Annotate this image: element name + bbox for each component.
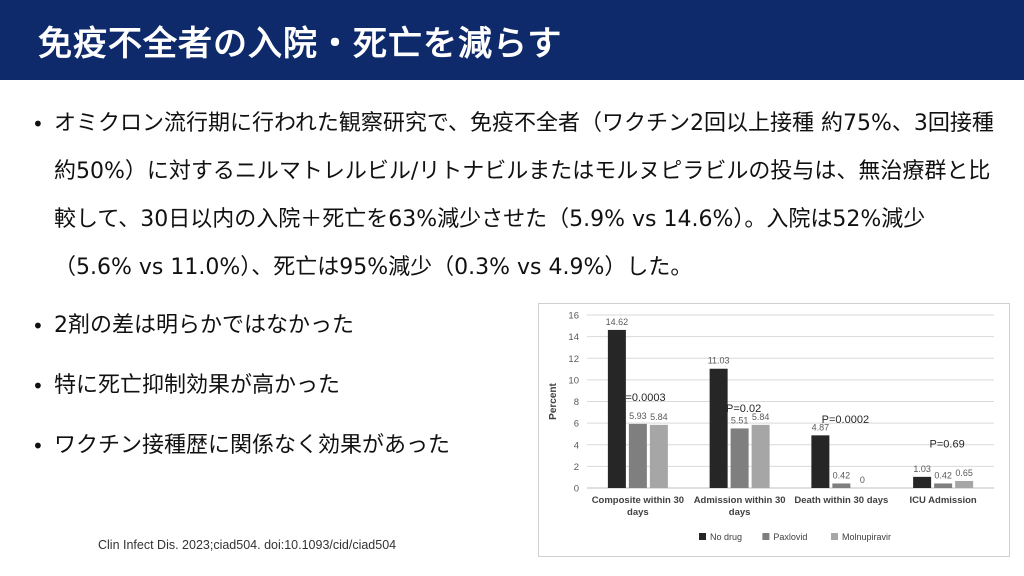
data-label: 4.87 — [812, 422, 830, 432]
slide-title: 免疫不全者の入院・死亡を減らす — [38, 24, 563, 64]
x-tick-label: days — [729, 507, 751, 518]
citation: Clin Infect Dis. 2023;ciad504. doi:10.10… — [98, 538, 397, 552]
bullet-item-1: オミクロン流行期に行われた観察研究で、免疫不全者（ワクチン2回以上接種 約75%… — [28, 100, 998, 292]
legend-label: No drug — [710, 532, 742, 542]
bullet-spacer — [28, 292, 998, 302]
y-tick-label: 8 — [574, 397, 579, 408]
legend-swatch — [762, 533, 770, 540]
y-tick-label: 12 — [568, 354, 579, 365]
legend-swatch — [831, 533, 838, 540]
bar-paxlovid — [730, 428, 749, 488]
y-tick-label: 14 — [568, 332, 579, 343]
bullet-item-4: ワクチン接種歴に関係なく効果があった — [28, 422, 998, 482]
legend-label: Paxlovid — [773, 532, 807, 542]
bullet-list: オミクロン流行期に行われた観察研究で、免疫不全者（ワクチン2回以上接種 約75%… — [28, 100, 998, 482]
p-value-annotation: P=0.69 — [930, 439, 965, 451]
bar-molnupiravir — [649, 424, 668, 488]
legend-swatch — [699, 533, 706, 540]
bar-paxlovid — [628, 423, 647, 488]
bar-no-drug — [913, 476, 932, 488]
data-label: 5.84 — [752, 412, 770, 422]
data-label: 0 — [860, 475, 865, 485]
bar-paxlovid — [934, 483, 953, 488]
x-tick-label: days — [627, 507, 649, 518]
data-label: 11.03 — [708, 356, 730, 366]
y-tick-label: 10 — [568, 375, 579, 386]
bullet-item-2: 2剤の差は明らかではなかった — [28, 302, 998, 362]
bar-no-drug — [607, 329, 626, 488]
bar-chart: 0 2 4 6 8 10 12 14 16 Percent 14.62 5.93 5.84 Composi… — [538, 303, 1010, 557]
x-tick-label: Death within 30 days — [794, 495, 888, 506]
data-label: 5.84 — [650, 412, 668, 422]
y-tick-label: 0 — [574, 484, 579, 495]
data-label: 14.62 — [606, 317, 629, 327]
bar-no-drug — [811, 435, 830, 488]
x-tick-label: Admission within 30 — [694, 495, 786, 506]
y-tick-label: 16 — [568, 311, 579, 322]
data-label: 5.51 — [731, 415, 749, 425]
y-axis-label: Percent — [548, 382, 559, 419]
data-label: 0.42 — [833, 470, 851, 480]
x-tick-label: ICU Admission — [910, 495, 977, 506]
data-label: 1.03 — [913, 464, 931, 474]
data-label: 0.65 — [955, 468, 973, 478]
bar-molnupiravir — [955, 480, 974, 488]
p-value-annotation: P=0.0002 — [822, 414, 869, 426]
data-label: 5.93 — [629, 411, 647, 421]
y-tick-label: 4 — [574, 440, 579, 451]
data-label: 0.42 — [934, 470, 952, 480]
p-value-annotation: P=0.0003 — [618, 392, 665, 404]
bar-paxlovid — [832, 483, 851, 488]
bullet-item-3: 特に死亡抑制効果が高かった — [28, 362, 998, 422]
bar-molnupiravir — [751, 424, 770, 488]
bar-no-drug — [709, 368, 728, 488]
title-bar: 免疫不全者の入院・死亡を減らす — [0, 0, 1024, 80]
p-value-annotation: P=0.02 — [726, 403, 761, 415]
y-tick-label: 2 — [574, 462, 579, 473]
x-tick-label: Composite within 30 — [592, 495, 684, 506]
legend-label: Molnupiravir — [842, 532, 891, 542]
y-tick-label: 6 — [574, 419, 579, 430]
